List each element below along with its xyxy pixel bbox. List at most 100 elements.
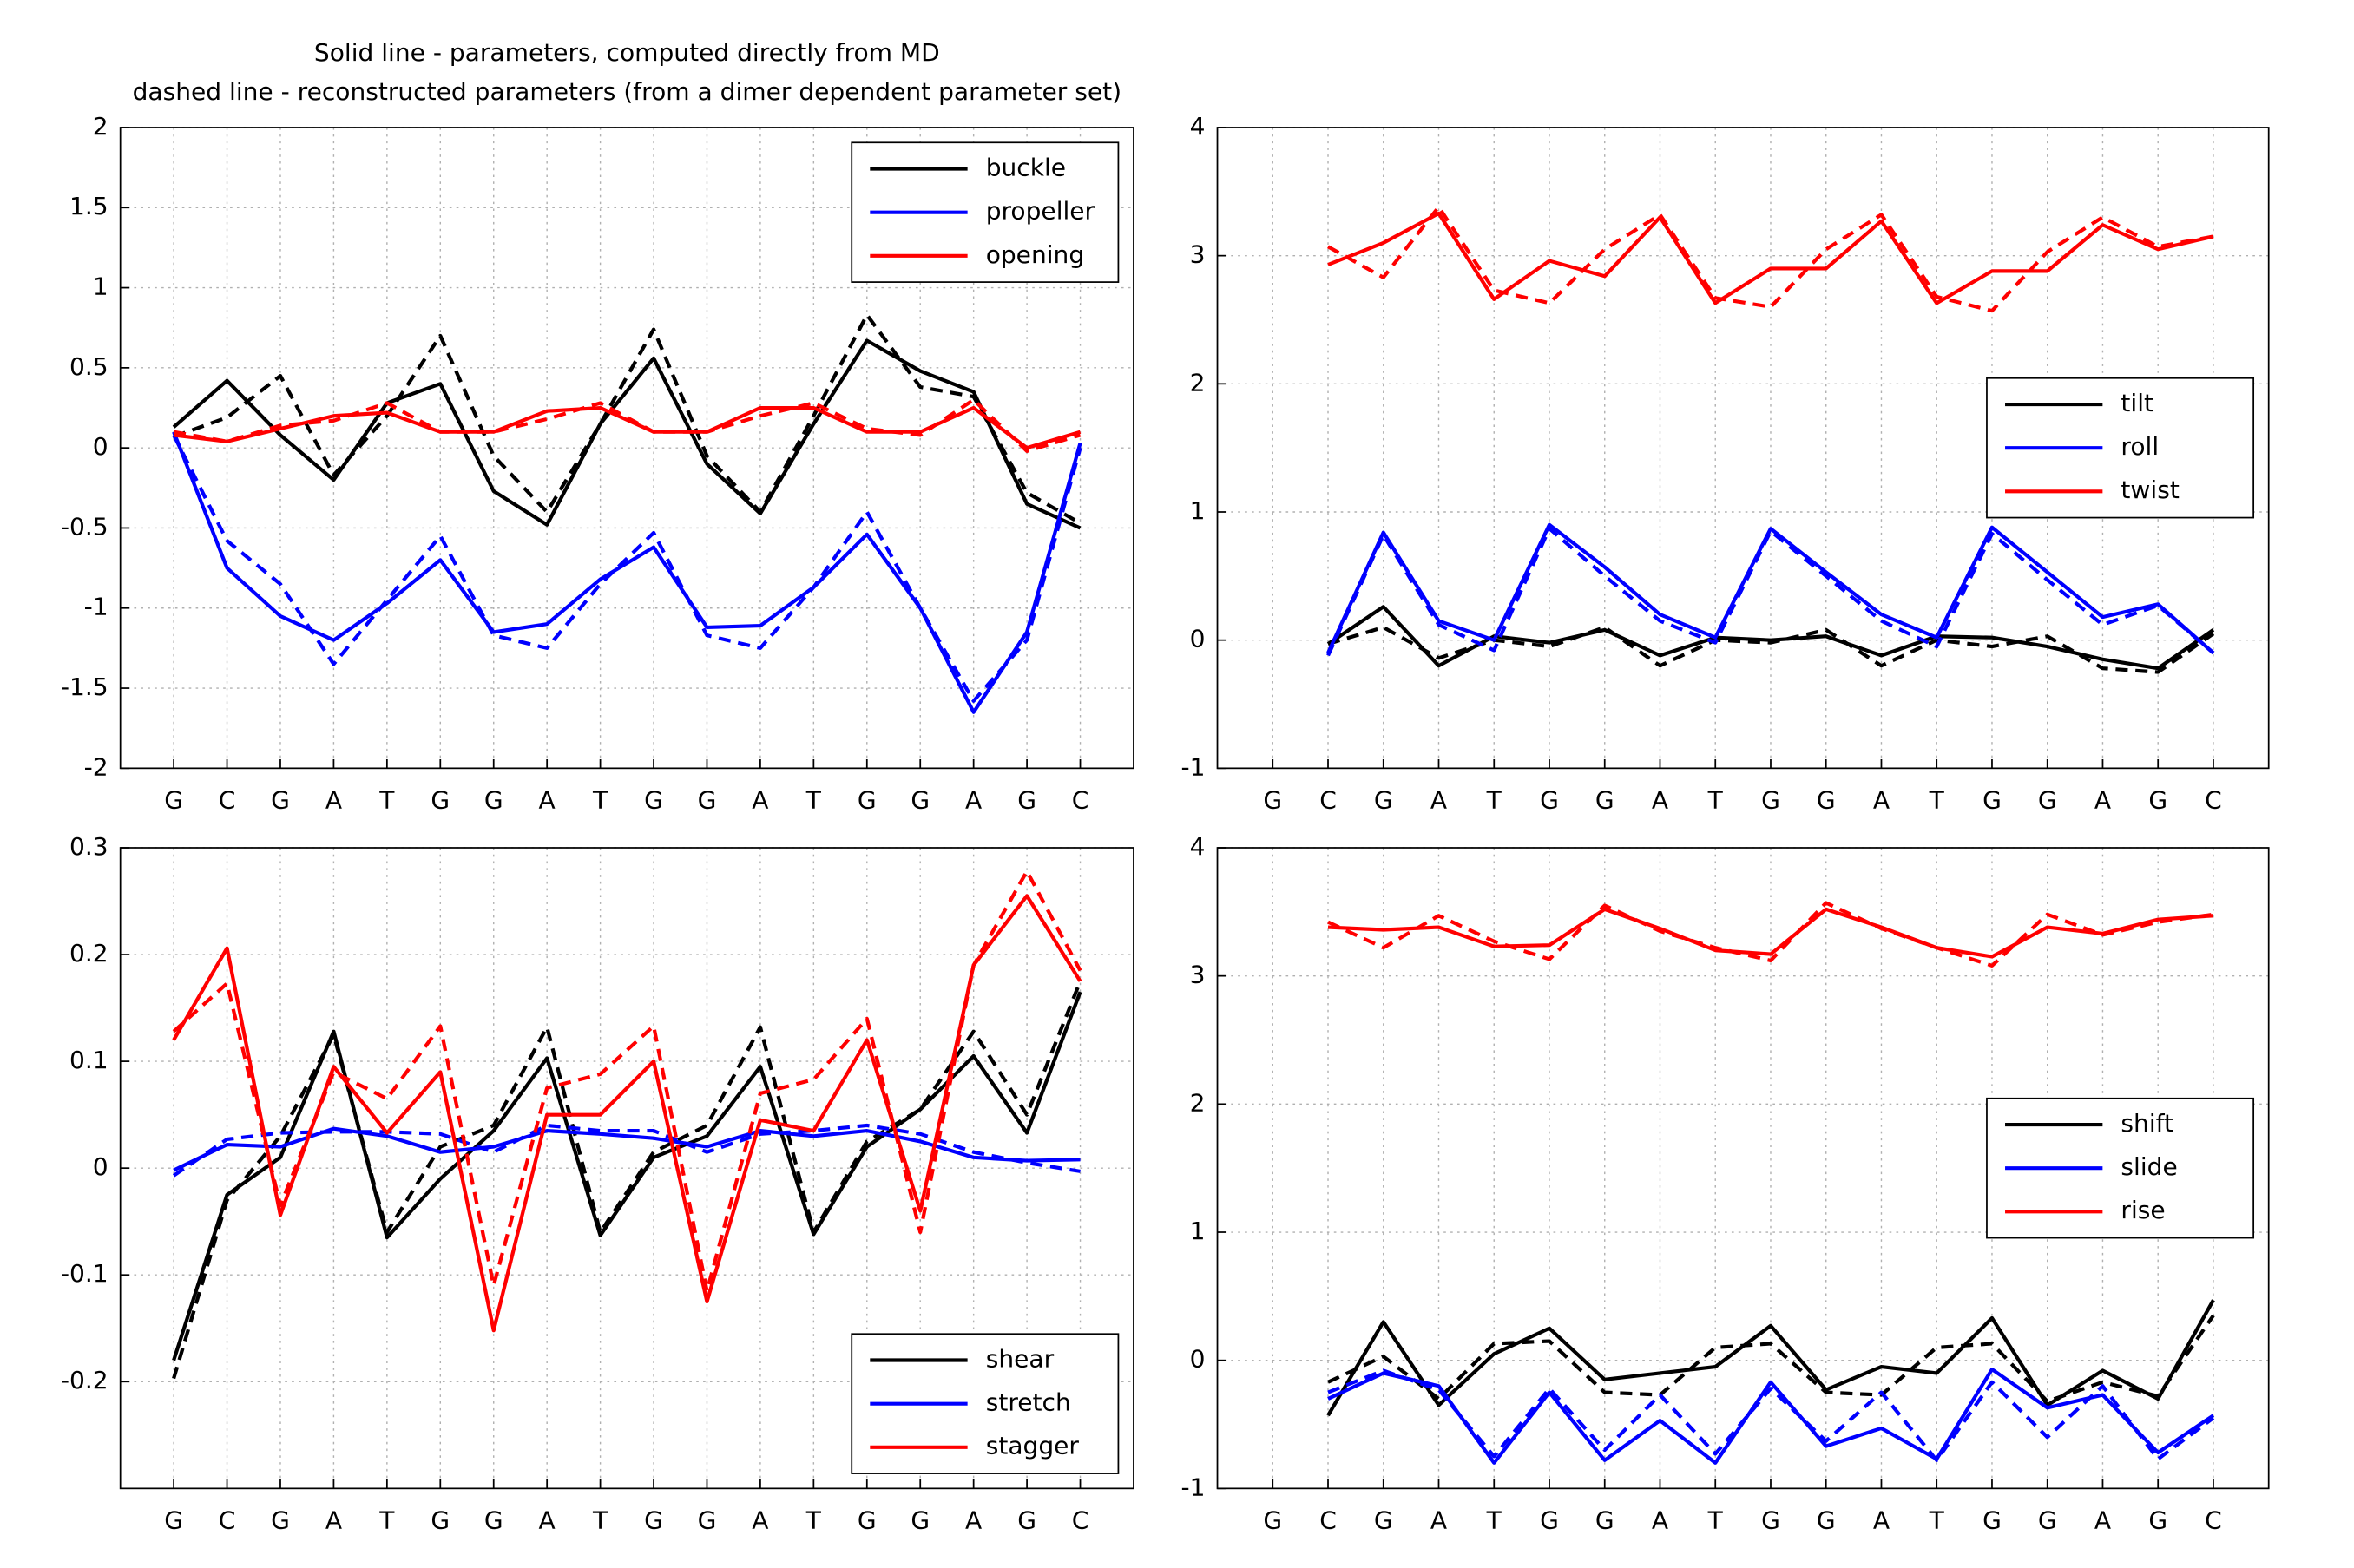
x-tick-label: T xyxy=(378,1506,395,1535)
x-tick-label: G xyxy=(2038,1506,2057,1535)
y-tick-label: 0 xyxy=(93,432,108,461)
y-tick-label: 4 xyxy=(1190,112,1206,141)
y-tick-label: 0.2 xyxy=(69,939,108,968)
x-tick-label: T xyxy=(1486,786,1502,815)
x-tick-label: G xyxy=(1595,786,1614,815)
x-tick-label: G xyxy=(2038,786,2057,815)
x-tick-label: T xyxy=(1707,1506,1724,1535)
axes-frame xyxy=(1216,847,2270,1490)
reconstructed-line xyxy=(1327,1368,2215,1462)
x-tick-label: T xyxy=(1486,1506,1502,1535)
series-line xyxy=(172,430,1082,714)
x-tick-label: G xyxy=(911,1506,930,1535)
x-tick-label: G xyxy=(1540,786,1559,815)
x-tick-label: G xyxy=(2148,1506,2167,1535)
y-tick-label: 0.5 xyxy=(69,352,108,381)
x-tick-label: G xyxy=(858,786,877,815)
y-tick-label: 0 xyxy=(1190,1345,1206,1374)
x-tick-label: C xyxy=(1072,786,1089,815)
x-tick-label: A xyxy=(1652,1506,1668,1535)
y-tick-label: -1 xyxy=(1180,752,1205,781)
legend-label: stagger xyxy=(986,1432,1080,1460)
series-line xyxy=(1326,1299,2215,1417)
reconstructed-line xyxy=(172,981,1082,1380)
axes-frame xyxy=(119,127,1134,770)
y-tick-label: 1 xyxy=(1190,1217,1206,1245)
reconstructed-line xyxy=(1326,205,2214,313)
x-tick-label: G xyxy=(858,1506,877,1535)
x-tick-label: A xyxy=(1652,786,1668,815)
x-tick-label: G xyxy=(431,786,450,815)
series-line xyxy=(172,991,1082,1361)
y-tick-label: 0.1 xyxy=(69,1046,108,1074)
reconstructed-line xyxy=(1327,1314,2215,1404)
x-tick-label: G xyxy=(1263,786,1282,815)
x-tick-label: G xyxy=(1374,786,1393,815)
y-tick-label: 0 xyxy=(1190,625,1206,653)
y-tick-label: -0.5 xyxy=(61,513,108,541)
y-tick-label: 1 xyxy=(93,272,108,301)
x-tick-label: A xyxy=(2094,786,2111,815)
y-tick-label: -1 xyxy=(1180,1473,1205,1501)
x-tick-label: T xyxy=(805,1506,822,1535)
x-tick-label: A xyxy=(965,786,982,815)
axes-frame xyxy=(1216,127,2270,770)
legend-label: slide xyxy=(2121,1152,2177,1181)
x-tick-label: A xyxy=(1873,786,1890,815)
series-line xyxy=(173,405,1082,450)
x-tick-label: T xyxy=(1929,1506,1945,1535)
y-tick-label: -0.2 xyxy=(61,1366,108,1394)
y-tick-label: -1.5 xyxy=(61,672,108,701)
x-tick-label: A xyxy=(965,1506,982,1535)
x-tick-label: A xyxy=(1873,1506,1890,1535)
x-tick-label: A xyxy=(1430,786,1447,815)
x-tick-label: G xyxy=(271,1506,290,1535)
y-tick-label: 1 xyxy=(1190,496,1206,525)
x-tick-label: A xyxy=(752,786,768,815)
x-tick-label: T xyxy=(592,786,608,815)
legend-label: buckle xyxy=(986,154,1066,182)
x-tick-label: A xyxy=(752,1506,768,1535)
x-tick-label: G xyxy=(484,786,503,815)
y-tick-label: 0 xyxy=(93,1152,108,1181)
legend-label: opening xyxy=(986,240,1084,269)
x-tick-label: G xyxy=(1374,1506,1393,1535)
x-tick-label: G xyxy=(1017,786,1036,815)
x-tick-label: G xyxy=(1540,1506,1559,1535)
x-tick-label: T xyxy=(805,786,822,815)
x-tick-label: G xyxy=(698,1506,717,1535)
x-tick-label: C xyxy=(1072,1506,1089,1535)
x-tick-label: G xyxy=(1017,1506,1036,1535)
x-tick-label: C xyxy=(1319,1506,1337,1535)
x-tick-label: A xyxy=(1430,1506,1447,1535)
y-tick-label: -0.1 xyxy=(61,1259,108,1288)
y-tick-label: -2 xyxy=(84,752,108,781)
x-tick-label: G xyxy=(164,1506,183,1535)
y-tick-label: 0.3 xyxy=(69,832,108,861)
x-tick-label: A xyxy=(325,786,342,815)
x-tick-label: T xyxy=(1707,786,1724,815)
x-tick-label: G xyxy=(164,786,183,815)
series-line xyxy=(1326,522,2215,654)
legend-label: propeller xyxy=(986,197,1095,226)
legend-label: roll xyxy=(2121,432,2159,461)
legend-label: twist xyxy=(2121,476,2179,504)
x-tick-label: A xyxy=(539,1506,556,1535)
x-tick-label: G xyxy=(1761,786,1780,815)
x-tick-label: G xyxy=(431,1506,450,1535)
series-line xyxy=(1327,907,2214,959)
x-tick-label: A xyxy=(325,1506,342,1535)
reconstructed-line xyxy=(1326,527,2215,657)
legend-label: tilt xyxy=(2121,389,2153,417)
x-tick-label: G xyxy=(1982,786,2002,815)
legend-label: rise xyxy=(2121,1196,2165,1224)
y-tick-label: 2 xyxy=(1190,1088,1206,1117)
x-tick-label: C xyxy=(1319,786,1337,815)
y-tick-label: 1.5 xyxy=(69,192,108,220)
series-line xyxy=(172,894,1082,1333)
x-tick-label: G xyxy=(271,786,290,815)
x-tick-label: G xyxy=(1595,1506,1614,1535)
y-tick-label: -1 xyxy=(84,593,108,621)
legend-label: shear xyxy=(986,1345,1055,1374)
